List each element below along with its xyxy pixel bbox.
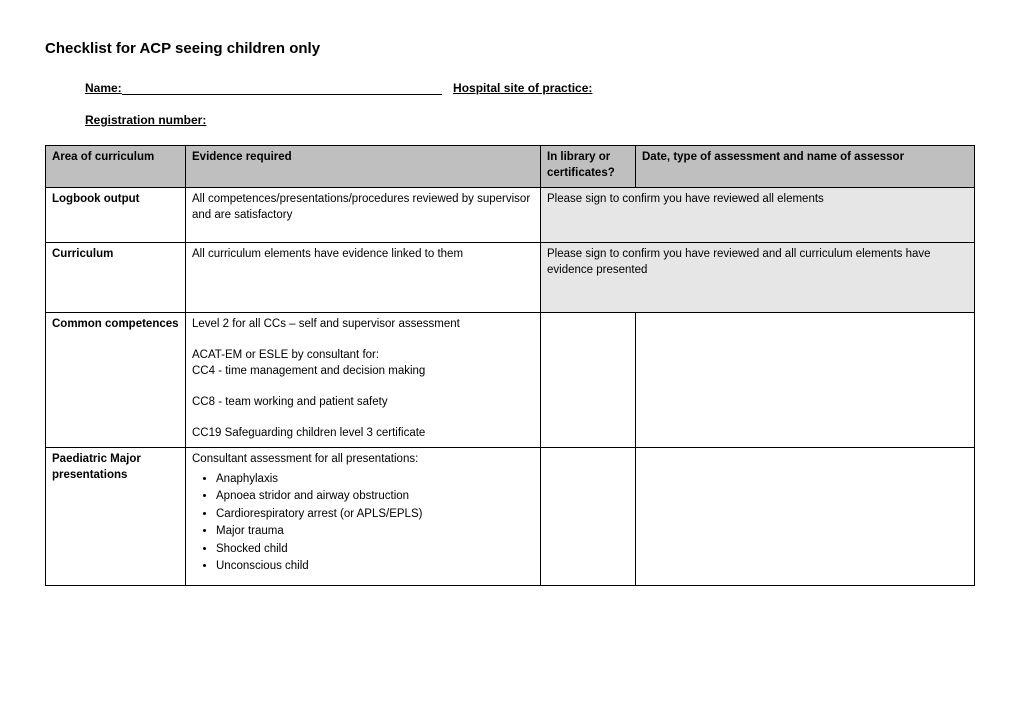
meta-reg-line: Registration number: [85, 113, 975, 127]
cell-date [636, 448, 975, 586]
cell-area: Curriculum [46, 243, 186, 313]
evidence-line: CC8 - team working and patient safety [192, 395, 534, 411]
list-item: Apnoea stridor and airway obstruction [216, 489, 534, 505]
cell-evidence: Level 2 for all CCs – self and superviso… [186, 313, 541, 448]
cell-library [541, 448, 636, 586]
cell-merged-sign: Please sign to confirm you have reviewed… [541, 188, 975, 243]
presentation-list: Anaphylaxis Apnoea stridor and airway ob… [216, 472, 534, 575]
list-item: Anaphylaxis [216, 472, 534, 488]
cell-area: Common competences [46, 313, 186, 448]
cell-library [541, 313, 636, 448]
evidence-line: CC19 Safeguarding children level 3 certi… [192, 426, 534, 442]
cell-area: Paediatric Major presentations [46, 448, 186, 586]
table-row: Logbook output All competences/presentat… [46, 188, 975, 243]
meta-name-line: Name: Hospital site of practice: [85, 81, 975, 95]
evidence-line: Level 2 for all CCs – self and superviso… [192, 317, 534, 333]
cell-merged-sign: Please sign to confirm you have reviewed… [541, 243, 975, 313]
cell-evidence: All curriculum elements have evidence li… [186, 243, 541, 313]
header-date: Date, type of assessment and name of ass… [636, 146, 975, 188]
cell-date [636, 313, 975, 448]
header-evidence: Evidence required [186, 146, 541, 188]
evidence-intro: Consultant assessment for all presentati… [192, 452, 534, 468]
cell-evidence: All competences/presentations/procedures… [186, 188, 541, 243]
cell-evidence: Consultant assessment for all presentati… [186, 448, 541, 586]
list-item: Unconscious child [216, 559, 534, 575]
list-item: Major trauma [216, 524, 534, 540]
header-library: In library or certificates? [541, 146, 636, 188]
name-label: Name: [85, 81, 122, 95]
evidence-line: ACAT-EM or ESLE by consultant for: [192, 348, 534, 364]
evidence-line: CC4 - time management and decision makin… [192, 364, 534, 380]
list-item: Shocked child [216, 542, 534, 558]
checklist-table: Area of curriculum Evidence required In … [45, 145, 975, 586]
table-row: Paediatric Major presentations Consultan… [46, 448, 975, 586]
document-title: Checklist for ACP seeing children only [45, 40, 975, 57]
table-row: Curriculum All curriculum elements have … [46, 243, 975, 313]
cell-area: Logbook output [46, 188, 186, 243]
name-underline [122, 94, 442, 95]
list-item: Cardiorespiratory arrest (or APLS/EPLS) [216, 507, 534, 523]
table-header-row: Area of curriculum Evidence required In … [46, 146, 975, 188]
site-label: Hospital site of practice: [453, 81, 592, 95]
table-row: Common competences Level 2 for all CCs –… [46, 313, 975, 448]
reg-label: Registration number: [85, 113, 206, 127]
header-area: Area of curriculum [46, 146, 186, 188]
